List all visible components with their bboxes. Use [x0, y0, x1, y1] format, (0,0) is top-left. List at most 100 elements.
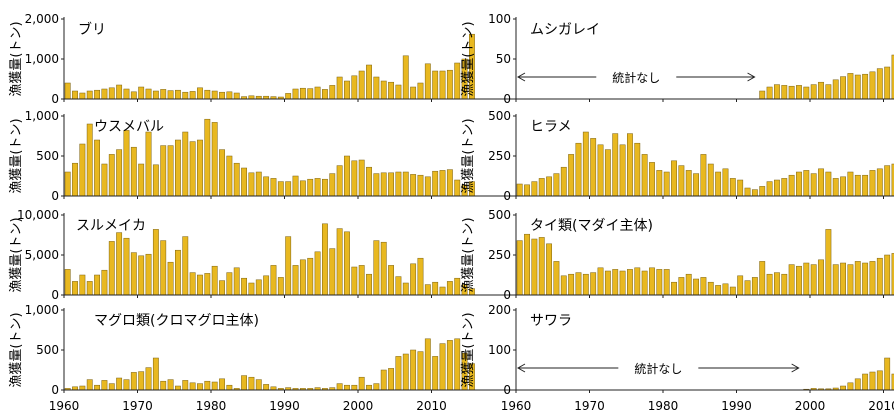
bar-2008 [869, 170, 876, 197]
bar-1961 [524, 184, 530, 197]
y-axis-label: 漁獲量(トン) [9, 118, 24, 193]
bar-1975 [627, 133, 633, 197]
bar-1986 [707, 163, 714, 197]
bar-1976 [634, 142, 641, 197]
bar-1965 [101, 269, 108, 296]
bar-1990 [285, 93, 292, 100]
bar-1977 [189, 272, 196, 296]
bar-1989 [729, 178, 736, 197]
bar-1963 [538, 178, 545, 197]
bar-1970 [138, 371, 145, 391]
bar-1994 [314, 251, 321, 296]
bar-1977 [641, 270, 648, 296]
y-tick-label: 0 [503, 92, 511, 106]
y-tick-label: 1,000 [25, 303, 59, 317]
bar-1969 [582, 273, 589, 296]
bar-1991 [292, 175, 299, 197]
bar-2009 [424, 284, 431, 296]
bar-1977 [189, 382, 196, 391]
y-tick-label: 0 [51, 383, 59, 397]
bar-1995 [774, 84, 780, 100]
bar-2005 [847, 171, 854, 197]
bar-1987 [263, 384, 270, 391]
bar-1974 [619, 270, 626, 296]
bar-2002 [373, 383, 380, 391]
bar-1974 [167, 90, 174, 100]
bar-1984 [241, 375, 247, 391]
bar-1998 [796, 265, 802, 296]
bar-1991 [292, 265, 299, 296]
bar-1972 [604, 270, 611, 296]
bar-1982 [678, 165, 685, 197]
x-tick-label: 1980 [648, 399, 679, 413]
bar-2013 [454, 338, 461, 391]
bar-1971 [145, 131, 152, 197]
bar-2012 [446, 169, 453, 197]
bar-1996 [781, 178, 788, 197]
bar-2006 [854, 378, 861, 391]
chart-title: タイ類(マダイ主体) [530, 218, 653, 234]
bar-1972 [152, 357, 159, 391]
bar-1962 [531, 238, 538, 296]
bar-1971 [597, 144, 604, 197]
bar-1982 [226, 384, 233, 391]
bar-1998 [344, 80, 350, 100]
bar-2009 [876, 168, 883, 197]
bar-2000 [358, 376, 365, 391]
bar-1971 [145, 253, 152, 296]
chart-title: マグロ類(クロマグロ主体) [94, 313, 259, 329]
bar-1960 [516, 240, 523, 296]
bar-1981 [219, 149, 225, 197]
y-tick-label: 0 [51, 92, 59, 106]
arrow-head-left [516, 72, 526, 82]
bar-1971 [597, 267, 604, 296]
bar-1997 [788, 85, 795, 100]
bar-2002 [825, 171, 832, 197]
y-axis-label: 漁獲量(トン) [461, 21, 476, 96]
bar-2013 [454, 179, 461, 197]
bar-2008 [417, 82, 424, 100]
y-axis-label: 漁獲量(トン) [461, 118, 476, 193]
bar-1969 [130, 146, 137, 197]
bar-1980 [663, 171, 670, 197]
y-tick-label: 250 [488, 248, 511, 262]
bar-1986 [255, 379, 262, 391]
bar-1966 [108, 241, 115, 296]
bar-2010 [432, 356, 439, 391]
y-tick-label: 100 [488, 343, 511, 357]
bar-2010 [432, 70, 439, 100]
bar-1964 [546, 176, 553, 197]
bar-1992 [299, 180, 306, 197]
bar-2000 [358, 70, 365, 100]
bar-2007 [862, 174, 869, 197]
x-tick-label: 2000 [795, 399, 826, 413]
bar-1982 [226, 272, 233, 296]
bar-1980 [211, 265, 218, 296]
arrow-head-right [791, 363, 800, 373]
bar-2006 [402, 171, 409, 197]
bar-1993 [307, 257, 314, 296]
bar-1997 [336, 165, 343, 197]
bar-1987 [263, 176, 270, 197]
bar-1972 [152, 90, 159, 100]
bar-1960 [64, 269, 71, 296]
bar-1990 [285, 181, 292, 197]
chart-title: ムシガレイ [530, 22, 600, 38]
bar-1974 [167, 145, 174, 197]
bar-1961 [72, 162, 78, 197]
bar-2007 [862, 73, 869, 100]
bar-1965 [101, 88, 108, 100]
bar-1963 [86, 90, 93, 100]
x-tick-label: 1980 [196, 399, 227, 413]
bar-1967 [568, 273, 575, 296]
bar-1994 [314, 86, 321, 100]
bar-2004 [840, 262, 847, 296]
bar-1981 [219, 91, 225, 100]
bar-1968 [123, 237, 130, 296]
bar-1982 [226, 155, 233, 197]
bar-1963 [86, 281, 93, 296]
bar-1996 [781, 85, 788, 100]
bar-1967 [568, 154, 575, 197]
